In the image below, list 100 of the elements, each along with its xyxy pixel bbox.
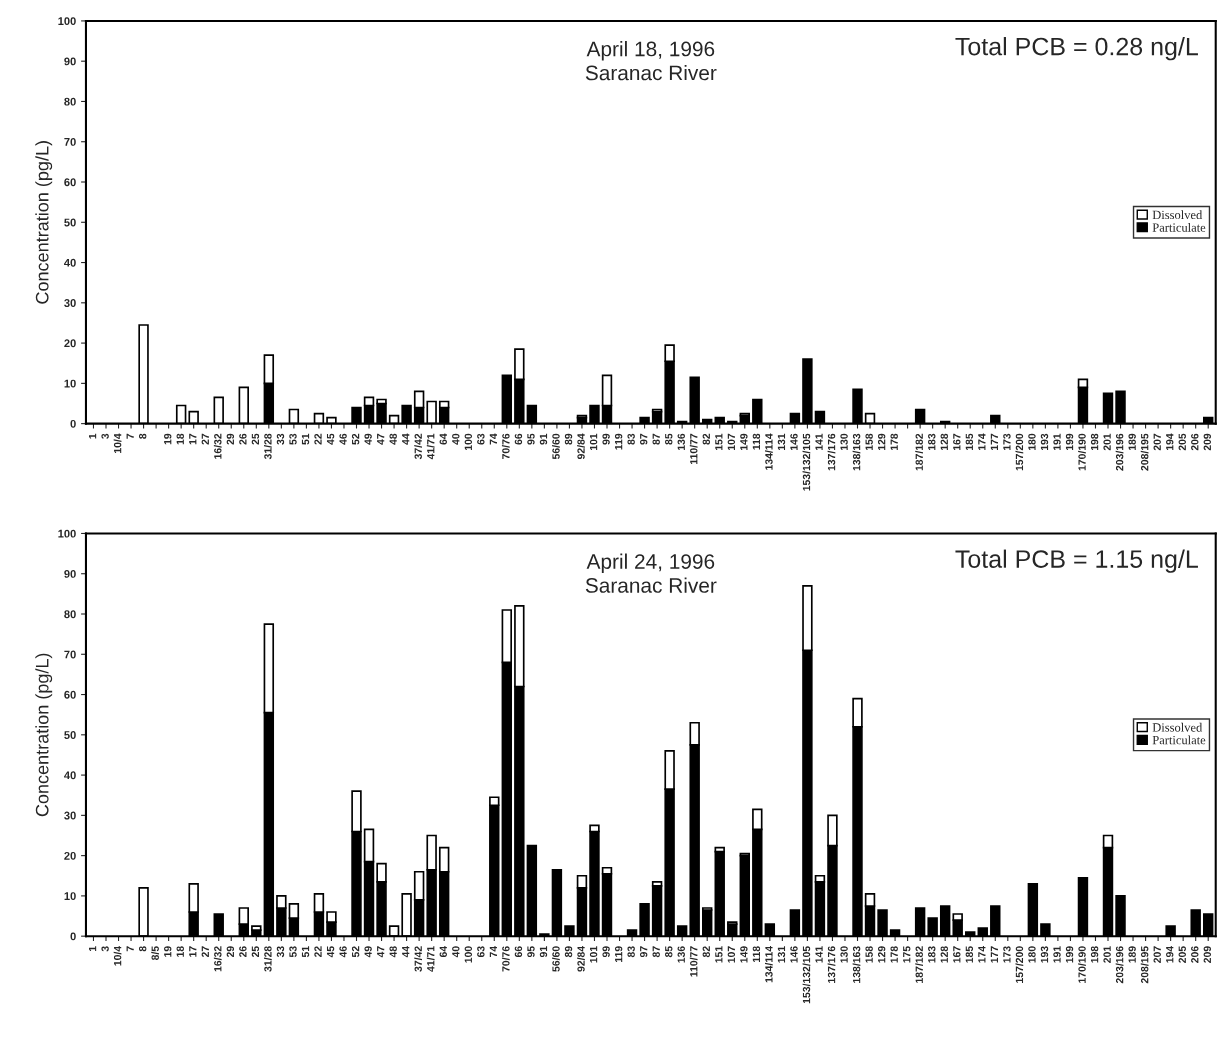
x-tick-label: 141 xyxy=(815,946,823,963)
x-tick-label: 18 xyxy=(176,946,184,957)
x-tick-label: 191 xyxy=(1053,946,1061,963)
y-tick-label: 100 xyxy=(58,17,76,26)
x-tick-label: 56/60 xyxy=(552,946,560,972)
x-tick-label: 185 xyxy=(965,946,974,963)
x-tick-label: 16/32 xyxy=(213,433,222,459)
x-tick-label: 167 xyxy=(953,433,961,451)
x-tick-label: 83 xyxy=(627,433,635,445)
x-tick-label: 129 xyxy=(877,433,886,451)
x-tick-label: 191 xyxy=(1053,433,1061,451)
x-tick-label: 66 xyxy=(514,946,523,958)
annotation: April 18, 1996 Saranac River xyxy=(585,41,717,81)
x-tick-label: 63 xyxy=(477,946,485,958)
y-tick-label: 20 xyxy=(64,851,76,860)
x-tick-label: 180 xyxy=(1028,946,1036,963)
x-tick-label: 118 xyxy=(752,946,761,963)
y-tick-label: 70 xyxy=(64,138,76,146)
x-tick-label: 203/196 xyxy=(1115,433,1124,471)
x-tick-label: 87 xyxy=(652,946,660,958)
x-tick-label: 66 xyxy=(514,433,523,445)
x-tick-label: 89 xyxy=(564,433,573,445)
x-tick-label: 157/200 xyxy=(1015,946,1024,983)
x-tick-label: 174 xyxy=(978,945,986,963)
x-tick-label: 199 xyxy=(1065,946,1074,963)
x-tick-label: 31/28 xyxy=(263,946,272,972)
x-tick-label: 207 xyxy=(1153,946,1161,963)
x-tick-label: 157/200 xyxy=(1015,433,1024,471)
x-tick-label: 33 xyxy=(276,433,285,445)
y-tick-label: 0 xyxy=(70,932,76,941)
x-tick-label: 136 xyxy=(677,433,685,451)
x-tick-label: 99 xyxy=(602,946,610,958)
x-tick-label: 189 xyxy=(1128,946,1136,963)
x-tick-label: 51 xyxy=(301,946,310,958)
x-tick-label: 31/28 xyxy=(263,433,272,460)
x-tick-label: 8/5 xyxy=(151,946,159,961)
x-tick-label: 19 xyxy=(164,433,172,445)
x-tick-label: 119 xyxy=(614,433,623,450)
x-tick-label: 134/114 xyxy=(764,433,773,470)
y-tick-label: 60 xyxy=(64,690,76,699)
y-axis-title: Concentration (pg/L) xyxy=(35,141,53,304)
y-tick-label: 80 xyxy=(64,610,76,619)
x-tick-label: 27 xyxy=(201,946,209,958)
x-tick-label: 187/182 xyxy=(915,433,924,471)
x-tick-label: 63 xyxy=(477,433,485,445)
y-tick-label: 20 xyxy=(64,339,76,348)
x-tick-label: 208/195 xyxy=(1140,433,1149,471)
x-tick-label: 83 xyxy=(627,946,635,958)
x-tick-label: 27 xyxy=(201,433,209,445)
x-tick-label: 189 xyxy=(1128,433,1136,451)
x-tick-label: 130 xyxy=(840,946,848,963)
x-tick-label: 206 xyxy=(1191,433,1199,451)
x-tick-label: 70/76 xyxy=(501,946,510,972)
x-tick-label: 48 xyxy=(389,433,397,445)
x-tick-label: 170/190 xyxy=(1078,946,1086,983)
x-tick-label: 178 xyxy=(890,433,898,451)
x-tick-label: 151 xyxy=(715,946,723,963)
x-tick-label: 130 xyxy=(840,433,848,451)
x-tick-label: 52 xyxy=(351,433,360,445)
x-tick-label: 207 xyxy=(1153,433,1161,451)
x-tick-label: 205 xyxy=(1178,946,1186,963)
x-tick-label: 198 xyxy=(1090,433,1099,451)
x-tick-label: 137/176 xyxy=(827,946,836,983)
x-tick-label: 74 xyxy=(489,433,497,445)
x-tick-label: 97 xyxy=(640,946,648,958)
x-tick-label: 89 xyxy=(564,946,573,958)
x-tick-label: 146 xyxy=(790,946,798,963)
x-tick-label: 87 xyxy=(652,433,660,445)
x-tick-label: 205 xyxy=(1178,433,1186,451)
x-tick-label: 22 xyxy=(314,433,322,445)
legend-label: Particulate xyxy=(1152,222,1206,232)
x-tick-label: 203/196 xyxy=(1115,946,1124,984)
x-tick-label: 44 xyxy=(402,945,410,958)
y-tick-label: 90 xyxy=(64,57,76,66)
x-tick-label: 128 xyxy=(940,946,948,963)
x-tick-label: 92/84 xyxy=(577,433,585,460)
x-tick-label: 158 xyxy=(865,946,873,963)
x-tick-label: 101 xyxy=(589,946,598,963)
x-tick-label: 95 xyxy=(527,433,535,445)
y-tick-label: 90 xyxy=(64,570,76,578)
x-tick-label: 64 xyxy=(439,945,447,958)
x-tick-label: 45 xyxy=(326,946,335,958)
x-tick-label: 175 xyxy=(903,946,911,963)
y-tick-label: 0 xyxy=(70,419,76,428)
legend-label: Dissolved xyxy=(1152,210,1203,220)
x-tick-label: 137/176 xyxy=(827,433,836,471)
x-tick-label: 19 xyxy=(164,946,172,957)
y-tick-label: 60 xyxy=(64,178,76,187)
x-tick-label: 41/71 xyxy=(426,946,435,972)
y-tick-label: 80 xyxy=(64,97,76,106)
x-tick-label: 100 xyxy=(464,433,473,451)
x-tick-label: 206 xyxy=(1191,946,1199,963)
x-tick-label: 47 xyxy=(377,946,385,958)
x-tick-label: 82 xyxy=(702,433,710,445)
x-tick-label: 118 xyxy=(752,433,761,450)
x-tick-label: 201 xyxy=(1103,433,1111,451)
x-tick-label: 149 xyxy=(740,946,748,963)
x-tick-label: 25 xyxy=(251,946,260,958)
x-tick-label: 45 xyxy=(326,433,335,445)
x-tick-label: 99 xyxy=(602,433,610,445)
